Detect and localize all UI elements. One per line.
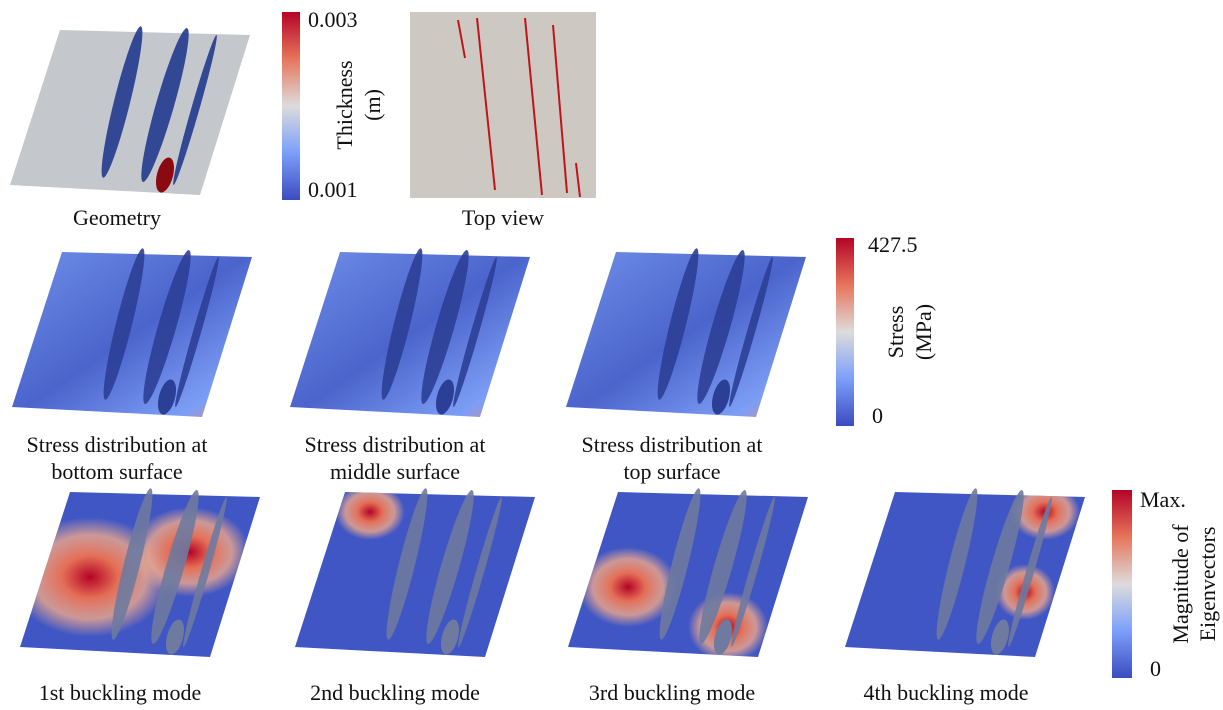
colorbar-max: 0.003 (308, 7, 358, 32)
caption: Stress distribution at (582, 432, 763, 457)
colorbar-title: Magnitude of (1168, 524, 1193, 644)
mode-peak (335, 484, 405, 540)
plate-render (10, 486, 260, 657)
colorbar (282, 12, 300, 200)
top-view (410, 12, 596, 198)
caption: top surface (623, 459, 720, 484)
colorbar (1112, 490, 1132, 678)
plate-render (10, 24, 250, 195)
caption: Stress distribution at (27, 432, 208, 457)
colorbar-min: 0 (1150, 656, 1161, 681)
caption: 2nd buckling mode (310, 680, 480, 705)
caption: Top view (462, 205, 544, 230)
plate-render (568, 486, 808, 662)
caption: Geometry (73, 205, 161, 230)
colorbar-title: Stress (883, 306, 908, 359)
caption: bottom surface (51, 459, 182, 484)
colorbar-min: 0 (872, 403, 883, 428)
figure: 0.003 0.001 427.5 0 Max. 0 Thickness (m)… (0, 0, 1223, 710)
colorbar-title: Eigenvectors (1195, 527, 1220, 642)
colorbar-title: (MPa) (911, 304, 936, 360)
plate-render (290, 246, 530, 417)
caption: middle surface (330, 459, 460, 484)
caption: Stress distribution at (305, 432, 486, 457)
plate-fields (335, 484, 405, 540)
colorbar-title: (m) (360, 89, 385, 121)
colorbar-title: Thickness (332, 60, 357, 149)
colorbar-min: 0.001 (308, 177, 358, 202)
plate-render (12, 246, 252, 417)
plate-render (845, 484, 1085, 657)
colorbar (836, 238, 854, 426)
caption: 3rd buckling mode (589, 680, 755, 705)
colorbar-max: 427.5 (868, 232, 918, 257)
plate-render (295, 484, 535, 657)
caption: 4th buckling mode (864, 680, 1029, 705)
colorbar-max: Max. (1140, 487, 1186, 512)
caption: 1st buckling mode (39, 680, 202, 705)
plate-render (566, 246, 806, 417)
